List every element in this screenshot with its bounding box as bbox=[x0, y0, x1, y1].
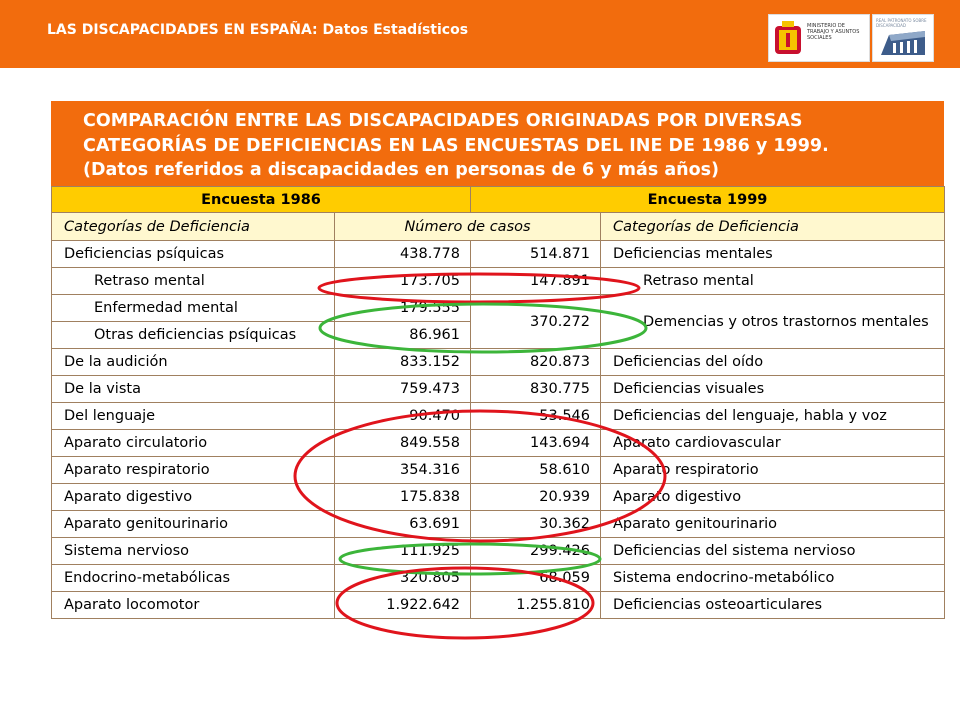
category-1986-cell: Aparato circulatorio bbox=[51, 429, 335, 457]
table-row: Deficiencias psíquicas 438.778 514.871 D… bbox=[51, 240, 946, 268]
category-1999-merged-cell: Demencias y otros trastornos mentales bbox=[600, 294, 946, 349]
table-row: Retraso mental 173.705 147.891 Retraso m… bbox=[51, 267, 946, 295]
category-1999-cell: Retraso mental bbox=[600, 267, 946, 295]
column-header-category-1999: Categorías de Deficiencia bbox=[600, 212, 946, 241]
cases-1999-cell: 1.255.810 bbox=[470, 591, 602, 619]
cases-1986-cell: 86.961 bbox=[333, 321, 472, 349]
cases-1999-cell: 58.610 bbox=[470, 456, 602, 484]
table-row: Enfermedad mental 179.555 370.272 Demenc… bbox=[51, 294, 946, 349]
category-1999-cell: Sistema endocrino-metabólico bbox=[600, 564, 946, 592]
category-1999-cell: Deficiencias mentales bbox=[600, 240, 946, 268]
real-patronato-logo-text: REAL PATRONATO SOBRE DISCAPACIDAD bbox=[876, 18, 927, 28]
cases-1986-cell: 111.925 bbox=[333, 537, 472, 565]
cases-1986-cell: 438.778 bbox=[333, 240, 472, 268]
cases-1999-cell: 30.362 bbox=[470, 510, 602, 538]
cases-1986-cell: 90.470 bbox=[333, 402, 472, 430]
category-1999-cell: Aparato cardiovascular bbox=[600, 429, 946, 457]
table-title-line-3: (Datos referidos a discapacidades en per… bbox=[83, 160, 720, 180]
category-1986-cell: Endocrino-metabólicas bbox=[51, 564, 335, 592]
building-icon bbox=[881, 31, 925, 55]
table-row: Aparato circulatorio 849.558 143.694 Apa… bbox=[51, 429, 946, 457]
category-1986-cell: Sistema nervioso bbox=[51, 537, 335, 565]
cases-1999-cell: 53.546 bbox=[470, 402, 602, 430]
column-header-row: Categorías de Deficiencia Número de caso… bbox=[51, 212, 946, 241]
cases-1999-cell: 514.871 bbox=[470, 240, 602, 268]
document-title: LAS DISCAPACIDADES EN ESPAÑA: Datos Esta… bbox=[47, 22, 469, 38]
ministerio-logo: MINISTERIO DE TRABAJO Y ASUNTOS SOCIALES bbox=[768, 14, 870, 62]
table-row: Aparato digestivo 175.838 20.939 Aparato… bbox=[51, 483, 946, 511]
category-1986-cell: Retraso mental bbox=[51, 267, 335, 295]
column-header-category-1986: Categorías de Deficiencia bbox=[51, 212, 335, 241]
table-row: Sistema nervioso 111.925 299.426 Deficie… bbox=[51, 537, 946, 565]
comparison-panel: COMPARACIÓN ENTRE LAS DISCAPACIDADES ORI… bbox=[50, 101, 946, 624]
table-row: De la audición 833.152 820.873 Deficienc… bbox=[51, 348, 946, 376]
cases-1986-cell: 849.558 bbox=[333, 429, 472, 457]
category-1999-cell: Deficiencias del lenguaje, habla y voz bbox=[600, 402, 946, 430]
category-1986-cell: Enfermedad mental bbox=[51, 294, 335, 322]
category-1986-cell: Aparato digestivo bbox=[51, 483, 335, 511]
table-row: Aparato respiratorio 354.316 58.610 Apar… bbox=[51, 456, 946, 484]
category-1986-cell: Deficiencias psíquicas bbox=[51, 240, 335, 268]
survey-header-row: Encuesta 1986 Encuesta 1999 bbox=[50, 186, 946, 213]
category-1999-cell: Deficiencias del oído bbox=[600, 348, 946, 376]
cases-1986-cell: 175.838 bbox=[333, 483, 472, 511]
category-1999-cell: Aparato digestivo bbox=[600, 483, 946, 511]
cases-1986-cell: 179.555 bbox=[333, 294, 472, 322]
category-1986-cell: Del lenguaje bbox=[51, 402, 335, 430]
table-title-line-1: COMPARACIÓN ENTRE LAS DISCAPACIDADES ORI… bbox=[83, 111, 803, 131]
table-title-line-2: CATEGORÍAS DE DEFICIENCIAS EN LAS ENCUES… bbox=[83, 136, 829, 156]
table-row: De la vista 759.473 830.775 Deficiencias… bbox=[51, 375, 946, 403]
category-1986-cell: De la audición bbox=[51, 348, 335, 376]
cases-1999-cell: 147.891 bbox=[470, 267, 602, 295]
survey-1986-header: Encuesta 1986 bbox=[50, 186, 472, 213]
cases-1986-cell: 1.922.642 bbox=[333, 591, 472, 619]
cases-1999-cell: 830.775 bbox=[470, 375, 602, 403]
top-banner: LAS DISCAPACIDADES EN ESPAÑA: Datos Esta… bbox=[0, 0, 960, 68]
column-header-cases: Número de casos bbox=[333, 212, 602, 241]
category-1986-cell: Aparato genitourinario bbox=[51, 510, 335, 538]
cases-1986-cell: 320.805 bbox=[333, 564, 472, 592]
category-1999-cell: Aparato genitourinario bbox=[600, 510, 946, 538]
cases-1999-cell: 299.426 bbox=[470, 537, 602, 565]
cases-1986-cell: 63.691 bbox=[333, 510, 472, 538]
table-row: Endocrino-metabólicas 320.805 68.059 Sis… bbox=[51, 564, 946, 592]
coat-of-arms-icon bbox=[775, 21, 801, 54]
real-patronato-logo: REAL PATRONATO SOBRE DISCAPACIDAD bbox=[872, 14, 934, 62]
category-1986-cell: De la vista bbox=[51, 375, 335, 403]
cases-1999-cell: 68.059 bbox=[470, 564, 602, 592]
survey-1999-header: Encuesta 1999 bbox=[470, 186, 946, 213]
cases-1986-cell: 833.152 bbox=[333, 348, 472, 376]
category-1986-cell: Aparato locomotor bbox=[51, 591, 335, 619]
category-1999-cell: Deficiencias osteoarticulares bbox=[600, 591, 946, 619]
cases-1986-cell: 354.316 bbox=[333, 456, 472, 484]
cases-1999-cell: 20.939 bbox=[470, 483, 602, 511]
comparison-table: Encuesta 1986 Encuesta 1999 Categorías d… bbox=[50, 186, 946, 619]
cases-1999-merged-cell: 370.272 bbox=[470, 294, 602, 349]
table-row: Aparato genitourinario 63.691 30.362 Apa… bbox=[51, 510, 946, 538]
cases-1986-cell: 173.705 bbox=[333, 267, 472, 295]
cases-1999-cell: 820.873 bbox=[470, 348, 602, 376]
cases-1986-cell: 759.473 bbox=[333, 375, 472, 403]
category-1999-cell: Deficiencias del sistema nervioso bbox=[600, 537, 946, 565]
category-1986-cell: Otras deficiencias psíquicas bbox=[51, 321, 335, 349]
table-title-block: COMPARACIÓN ENTRE LAS DISCAPACIDADES ORI… bbox=[51, 101, 944, 186]
category-1999-cell: Aparato respiratorio bbox=[600, 456, 946, 484]
table-row: Del lenguaje 90.470 53.546 Deficiencias … bbox=[51, 402, 946, 430]
table-row: Aparato locomotor 1.922.642 1.255.810 De… bbox=[51, 591, 946, 619]
ministerio-logo-text: MINISTERIO DE TRABAJO Y ASUNTOS SOCIALES bbox=[807, 23, 860, 41]
category-1986-cell: Aparato respiratorio bbox=[51, 456, 335, 484]
category-1999-cell: Deficiencias visuales bbox=[600, 375, 946, 403]
cases-1999-cell: 143.694 bbox=[470, 429, 602, 457]
